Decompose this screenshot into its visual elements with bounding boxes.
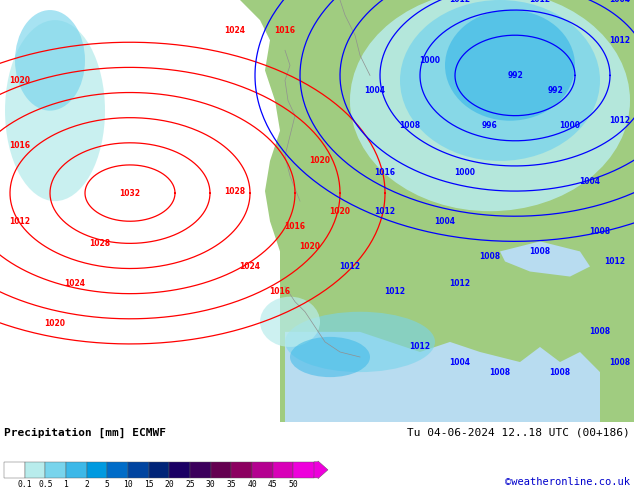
Bar (128, 462, 148, 478)
Text: 1012: 1012 (10, 217, 30, 226)
Text: 1004: 1004 (450, 358, 470, 367)
Bar (190, 462, 210, 478)
Text: 0.5: 0.5 (38, 480, 53, 489)
Text: 1012: 1012 (375, 207, 396, 216)
Text: 992: 992 (547, 86, 563, 95)
Text: Precipitation [mm] ECMWF: Precipitation [mm] ECMWF (4, 427, 166, 438)
Ellipse shape (5, 20, 105, 201)
Text: 20: 20 (164, 480, 174, 489)
Text: Tu 04-06-2024 12..18 UTC (00+186): Tu 04-06-2024 12..18 UTC (00+186) (407, 427, 630, 438)
Text: 1024: 1024 (240, 262, 261, 271)
Ellipse shape (260, 296, 320, 347)
Text: 1012: 1012 (609, 116, 630, 125)
Text: 1008: 1008 (550, 368, 571, 377)
Text: 1020: 1020 (10, 76, 30, 85)
Text: 1016: 1016 (269, 287, 290, 296)
Text: 10: 10 (123, 480, 133, 489)
Text: 996: 996 (482, 121, 498, 130)
Text: 1016: 1016 (375, 169, 396, 177)
Text: 35: 35 (226, 480, 236, 489)
Bar (87, 462, 107, 478)
Text: 1012: 1012 (410, 343, 430, 351)
FancyArrow shape (314, 461, 328, 479)
Bar (107, 462, 128, 478)
Text: 1012: 1012 (609, 36, 630, 45)
Text: 1004: 1004 (365, 86, 385, 95)
Ellipse shape (445, 10, 575, 121)
Ellipse shape (400, 0, 600, 161)
Text: 1008: 1008 (479, 252, 501, 261)
Text: 1016: 1016 (10, 141, 30, 150)
Text: 45: 45 (268, 480, 278, 489)
Text: 1004: 1004 (609, 0, 630, 4)
Bar (210, 462, 231, 478)
Polygon shape (280, 0, 634, 422)
Text: 15: 15 (144, 480, 153, 489)
Text: 1012: 1012 (339, 262, 361, 271)
Text: ©weatheronline.co.uk: ©weatheronline.co.uk (505, 477, 630, 487)
Text: 1004: 1004 (434, 217, 455, 226)
Text: 1000: 1000 (559, 121, 581, 130)
Bar (46, 462, 66, 478)
Bar (25, 462, 46, 478)
Text: 1020: 1020 (44, 319, 65, 328)
Text: 1012: 1012 (450, 279, 470, 288)
Text: 992: 992 (507, 71, 523, 80)
Text: 1000: 1000 (455, 169, 476, 177)
Bar (231, 462, 252, 478)
Text: 1012: 1012 (604, 257, 626, 266)
Text: 1032: 1032 (119, 189, 141, 197)
Text: 1028: 1028 (89, 239, 110, 248)
Bar (148, 462, 169, 478)
Text: 25: 25 (185, 480, 195, 489)
Text: 1: 1 (63, 480, 68, 489)
Ellipse shape (285, 312, 435, 372)
Polygon shape (285, 332, 600, 422)
Polygon shape (315, 0, 380, 60)
Text: 1008: 1008 (590, 327, 611, 336)
Text: 0.1: 0.1 (17, 480, 32, 489)
Ellipse shape (15, 10, 85, 111)
Text: 1028: 1028 (224, 187, 245, 196)
Bar (4, 462, 25, 478)
Text: 5: 5 (105, 480, 110, 489)
Text: 1008: 1008 (529, 247, 550, 256)
Text: 1004: 1004 (579, 176, 600, 186)
Text: 50: 50 (288, 480, 298, 489)
Text: 1008: 1008 (399, 121, 420, 130)
Text: 1008: 1008 (609, 358, 631, 367)
Text: 1012: 1012 (529, 0, 550, 4)
Text: 40: 40 (247, 480, 257, 489)
Text: 1008: 1008 (489, 368, 510, 377)
Text: 1012: 1012 (384, 287, 406, 296)
Text: 1016: 1016 (285, 222, 306, 231)
Text: 1012: 1012 (450, 0, 470, 4)
Ellipse shape (350, 0, 630, 211)
Text: 1016: 1016 (275, 25, 295, 35)
Bar (66, 462, 87, 478)
Bar (169, 462, 190, 478)
Bar (294, 462, 314, 478)
Bar (273, 462, 294, 478)
Polygon shape (500, 242, 590, 276)
Text: 30: 30 (206, 480, 216, 489)
Text: 1000: 1000 (420, 56, 441, 65)
Text: 1024: 1024 (224, 25, 245, 35)
Bar (252, 462, 273, 478)
Text: 1008: 1008 (590, 227, 611, 236)
Text: 2: 2 (84, 480, 89, 489)
Text: 1020: 1020 (299, 242, 321, 251)
Text: 1020: 1020 (309, 156, 330, 166)
Ellipse shape (290, 337, 370, 377)
Text: 1024: 1024 (65, 279, 86, 288)
Text: 1020: 1020 (330, 207, 351, 216)
Polygon shape (240, 0, 634, 422)
